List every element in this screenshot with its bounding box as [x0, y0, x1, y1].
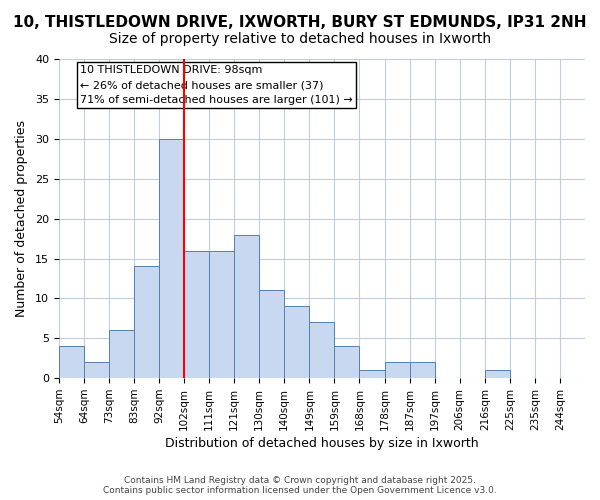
Bar	[310, 322, 334, 378]
Bar	[84, 362, 109, 378]
X-axis label: Distribution of detached houses by size in Ixworth: Distribution of detached houses by size …	[165, 437, 479, 450]
Bar	[359, 370, 385, 378]
Bar	[284, 306, 310, 378]
Bar	[109, 330, 134, 378]
Bar	[334, 346, 359, 378]
Bar	[209, 250, 234, 378]
Bar	[410, 362, 434, 378]
Y-axis label: Number of detached properties: Number of detached properties	[15, 120, 28, 317]
Bar	[259, 290, 284, 378]
Text: 10, THISTLEDOWN DRIVE, IXWORTH, BURY ST EDMUNDS, IP31 2NH: 10, THISTLEDOWN DRIVE, IXWORTH, BURY ST …	[13, 15, 587, 30]
Bar	[59, 346, 84, 378]
Text: Size of property relative to detached houses in Ixworth: Size of property relative to detached ho…	[109, 32, 491, 46]
Bar	[159, 139, 184, 378]
Text: Contains HM Land Registry data © Crown copyright and database right 2025.
Contai: Contains HM Land Registry data © Crown c…	[103, 476, 497, 495]
Bar	[385, 362, 410, 378]
Bar	[234, 234, 259, 378]
Bar	[134, 266, 159, 378]
Bar	[485, 370, 510, 378]
Text: 10 THISTLEDOWN DRIVE: 98sqm
← 26% of detached houses are smaller (37)
71% of sem: 10 THISTLEDOWN DRIVE: 98sqm ← 26% of det…	[80, 66, 353, 105]
Bar	[184, 250, 209, 378]
